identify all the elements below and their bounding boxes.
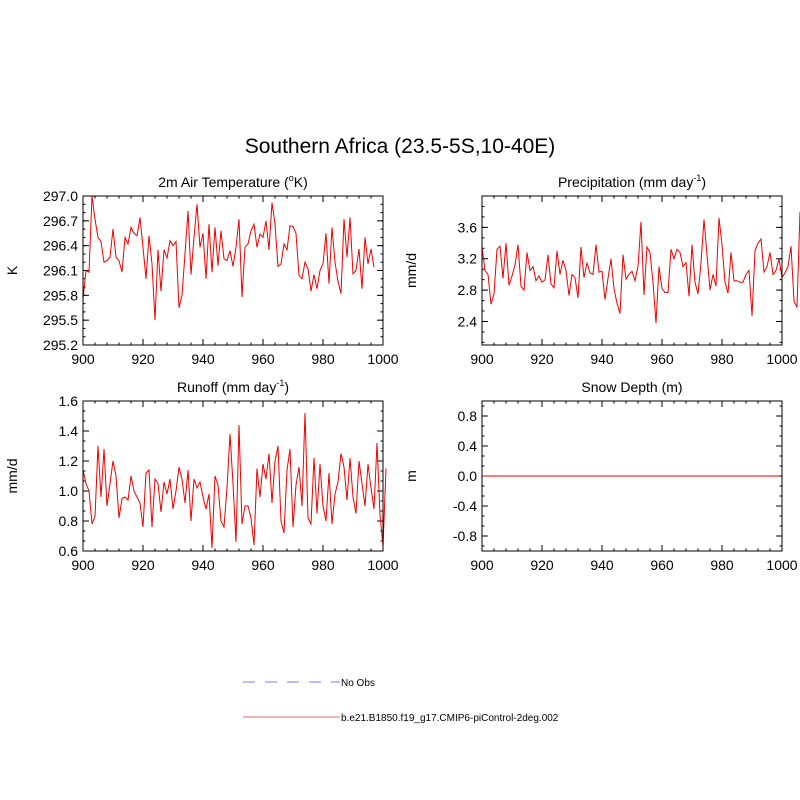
- panel-runoff: Runoff (mm day-1) mm/d 900 920 940 960 980 1000…: [4, 378, 399, 573]
- y-tick-label: -0.8: [453, 528, 477, 544]
- panel-title-sup: -1: [276, 378, 284, 388]
- y-axis-label: m: [403, 470, 419, 482]
- y-tick-label: 0.8: [458, 408, 478, 424]
- x-tick-label: 980: [710, 557, 734, 573]
- x-tick-label: 900: [71, 351, 95, 367]
- x-tick-label: 980: [710, 351, 734, 367]
- legend: No Obs b.e21.B1850.f19_g17.CMIP6-piContr…: [243, 678, 559, 724]
- y-axis-label: mm/d: [4, 459, 20, 494]
- y-tick-label: 0.4: [458, 438, 478, 454]
- series-line: [82, 195, 375, 321]
- x-tick-label: 920: [131, 351, 155, 367]
- y-tick-label: 295.2: [43, 337, 78, 353]
- panel-title-tail: K): [294, 174, 308, 190]
- x-tick-label: 1000: [367, 557, 398, 573]
- y-tick-label: 2.8: [458, 282, 478, 298]
- y-tick-label: -0.4: [453, 498, 477, 514]
- x-tick-label: 900: [470, 557, 494, 573]
- panel-title-sup: -1: [693, 173, 701, 183]
- panel-title-sup: o: [289, 173, 294, 183]
- panel-precipitation: Precipitation (mm day-1) mm/d 900 920 940 960…: [403, 173, 800, 367]
- panel-title-main: Snow Depth (m): [581, 379, 682, 395]
- x-tick-label: 960: [251, 557, 275, 573]
- y-tick-label: 1.0: [59, 483, 79, 499]
- y-tick-label: 3.6: [458, 219, 478, 235]
- y-tick-label: 297.0: [43, 188, 78, 204]
- x-tick-label: 960: [251, 351, 275, 367]
- y-tick-label: 295.5: [43, 312, 78, 328]
- x-tick-label: 1000: [367, 351, 398, 367]
- y-tick-label: 0.0: [458, 468, 478, 484]
- y-tick-label: 295.8: [43, 287, 78, 303]
- x-tick-label: 1000: [766, 351, 797, 367]
- x-tick-label: 980: [311, 351, 335, 367]
- x-tick-label: 960: [650, 351, 674, 367]
- x-tick-label: 980: [311, 557, 335, 573]
- panel-title: Precipitation (mm day-1): [558, 173, 706, 190]
- y-tick-label: 296.1: [43, 263, 78, 279]
- legend-label-no-obs: No Obs: [341, 678, 375, 689]
- series-line: [481, 211, 800, 324]
- panel-title-main: Precipitation (mm day: [558, 174, 693, 190]
- y-tick-label: 1.4: [59, 423, 79, 439]
- panel-title: Snow Depth (m): [581, 379, 682, 395]
- panel-title: Runoff (mm day-1): [177, 378, 289, 395]
- panel-title-main: Runoff (mm day: [177, 379, 276, 395]
- panel-title: 2m Air Temperature (oK): [158, 173, 307, 190]
- x-tick-label: 960: [650, 557, 674, 573]
- panel-title-main: 2m Air Temperature (: [158, 174, 289, 190]
- panel-snow-depth: Snow Depth (m) m 900 920 940 960 980 1000 0.8 0.4…: [403, 379, 798, 573]
- plot-frame: [481, 195, 783, 346]
- plot-frame: [82, 195, 384, 346]
- y-tick-label: 0.8: [59, 513, 79, 529]
- x-tick-label: 940: [590, 351, 614, 367]
- y-tick-label: 296.4: [43, 238, 78, 254]
- y-tick-label: 3.2: [458, 251, 478, 267]
- panel-title-tail: ): [284, 379, 289, 395]
- x-tick-label: 900: [71, 557, 95, 573]
- x-tick-label: 900: [470, 351, 494, 367]
- panel-title-tail: ): [701, 174, 706, 190]
- y-axis-label: mm/d: [403, 253, 419, 288]
- series-line: [82, 412, 387, 549]
- plot-frame: [82, 400, 384, 552]
- y-tick-label: 296.7: [43, 213, 78, 229]
- x-tick-label: 1000: [766, 557, 797, 573]
- legend-label-model: b.e21.B1850.f19_g17.CMIP6-piControl-2deg…: [341, 713, 559, 724]
- figure-title: Southern Africa (23.5-5S,10-40E): [245, 135, 556, 158]
- y-tick-label: 1.2: [59, 453, 79, 469]
- x-tick-label: 940: [590, 557, 614, 573]
- y-tick-label: 0.6: [59, 543, 79, 559]
- x-tick-label: 920: [530, 557, 554, 573]
- x-tick-label: 920: [530, 351, 554, 367]
- x-tick-label: 940: [191, 351, 215, 367]
- y-tick-label: 1.6: [59, 393, 79, 409]
- x-tick-label: 920: [131, 557, 155, 573]
- panel-air-temperature: 2m Air Temperature (oK) K 900 920 940 960 980 1…: [4, 173, 399, 367]
- plot-frame: [481, 400, 783, 552]
- x-tick-label: 940: [191, 557, 215, 573]
- y-axis-label: K: [4, 265, 20, 275]
- y-tick-label: 2.4: [458, 313, 478, 329]
